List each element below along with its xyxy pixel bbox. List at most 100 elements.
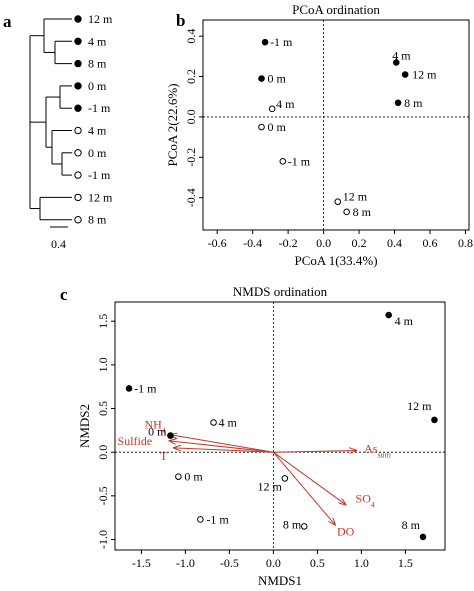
point-label: 12 m (257, 479, 282, 493)
data-point (125, 385, 133, 392)
x-tick-label: 0.4 (387, 236, 402, 250)
x-tick-label: 0.6 (422, 236, 437, 250)
vector-label: Sulfide (118, 434, 153, 448)
point-label: 0 m (184, 470, 203, 484)
dendrogram-leaf-label: -1 m (88, 168, 111, 182)
vector-label: DO (337, 525, 355, 539)
dendrogram-leaf-label: 4 m (88, 34, 107, 48)
data-point (258, 75, 265, 82)
scale-bar-label: 0.4 (51, 237, 66, 251)
data-point (261, 38, 269, 46)
vector-arrow (273, 451, 345, 504)
dendrogram-leaf-marker (74, 104, 82, 112)
y-tick-label: -0.2 (184, 148, 198, 167)
vector-label-subscript: 4 (162, 426, 166, 435)
panel-a-dendrogram: a 12 m 4 m 8 m 0 m -1 m 4 m 0 m -1 m 12 m 8 m 0.4 (3, 12, 113, 251)
x-tick-label: 1.5 (398, 556, 413, 570)
y-tick-label: 0.4 (184, 29, 198, 44)
y-tick-label: -1.0 (96, 530, 110, 549)
dendrogram-leaf-marker (74, 171, 82, 179)
dendrogram-leaf-label: 12 m (88, 12, 113, 26)
point-label: 12 m (407, 399, 432, 413)
plot-frame (114, 301, 446, 551)
x-tick-label: -1.0 (176, 556, 195, 570)
vector-label-subscript: 4 (371, 500, 375, 509)
vector-arrow (273, 450, 356, 452)
data-point (167, 432, 174, 439)
chart-title: PCoA ordination (292, 2, 380, 17)
dendrogram-leaf-marker (74, 82, 82, 90)
point-label: 12 m (343, 190, 368, 204)
dendrogram-leaf-marker (74, 37, 82, 45)
point-label: 4 m (219, 416, 238, 430)
point-label: -1 m (288, 154, 311, 168)
x-tick-label: 0.0 (316, 236, 331, 250)
y-tick-label: -0.4 (184, 188, 198, 207)
vector-arrow (174, 448, 274, 453)
chart-title: NMDS ordination (233, 284, 328, 299)
dendrogram-leaf-marker (74, 126, 82, 135)
y-tick-label: 0.0 (96, 445, 110, 460)
point-label: 4 m (395, 314, 414, 328)
x-axis-title: NMDS1 (258, 573, 302, 588)
point-label: 8 m (353, 205, 372, 219)
dendrogram-leaf-label: -1 m (88, 101, 111, 115)
dendrogram-leaf-marker (74, 149, 82, 157)
data-point (401, 71, 409, 78)
panel-letter-a: a (3, 12, 12, 31)
data-point (197, 516, 204, 523)
y-tick-label: 0.5 (96, 401, 110, 416)
panel-b-pcoa: b PCoA ordination -0.6 -0.4 -0.2 0.0 0.2 0.4 0.6… (165, 2, 473, 268)
x-tick-label: 0.8 (458, 236, 473, 250)
y-tick-label: 1.5 (96, 314, 110, 329)
dendrogram-leaf-label: 8 m (88, 57, 107, 71)
data-point (279, 158, 287, 165)
x-tick-label: 1.0 (354, 556, 369, 570)
point-label: 4 m (392, 48, 411, 62)
dendrogram-leaf-label: 4 m (88, 124, 107, 138)
data-point (392, 59, 400, 66)
point-label: 0 m (268, 120, 287, 134)
data-point (175, 473, 182, 480)
point-label: -1 m (206, 512, 229, 526)
dendrogram-leaf-label: 0 m (88, 79, 107, 93)
data-point (281, 475, 289, 482)
y-tick-label: 0.0 (184, 109, 198, 124)
vector-arrow (170, 441, 274, 453)
x-tick-label: -0.2 (279, 236, 298, 250)
vector-label: SO4 (356, 492, 375, 510)
data-point (210, 419, 217, 426)
y-axis-title: NMDS2 (77, 404, 92, 448)
data-point (394, 99, 402, 107)
dendrogram-leaf-label: 8 m (88, 213, 107, 227)
y-axis-title: PCoA 2(22.6%) (165, 83, 180, 166)
panel-letter-c: c (60, 285, 68, 304)
point-label: 8 m (402, 518, 421, 532)
y-tick-label: -0.5 (96, 486, 110, 505)
data-point (268, 105, 276, 113)
data-point (343, 208, 350, 216)
vector-label: Assum (364, 441, 391, 459)
x-tick-label: -0.6 (208, 236, 227, 250)
data-point (334, 198, 342, 206)
data-point (419, 533, 427, 541)
point-label: -1 m (134, 381, 157, 395)
point-label: -1 m (270, 35, 293, 49)
data-point (385, 311, 392, 319)
point-label: 4 m (276, 97, 295, 111)
x-tick-label: -0.5 (220, 556, 239, 570)
y-tick-label: 0.2 (184, 69, 198, 84)
point-label: 0 m (268, 72, 287, 86)
vector-label-subscript: sum (377, 450, 391, 459)
vector-arrow (273, 451, 335, 524)
x-tick-label: 0.5 (310, 556, 325, 570)
panel-c-nmds: c NMDS ordination -1.5 -1.0 -0.5 0.0 0.5 1.0 1.5… (60, 284, 446, 588)
dendrogram-leaf-marker (74, 216, 82, 224)
x-tick-label: -1.5 (132, 556, 151, 570)
data-point (258, 123, 265, 131)
data-point (300, 523, 308, 530)
dendrogram-leaf-label: 12 m (88, 190, 113, 204)
x-tick-label: 0.2 (352, 236, 367, 250)
x-axis-title: PCoA 1(33.4%) (294, 253, 377, 268)
